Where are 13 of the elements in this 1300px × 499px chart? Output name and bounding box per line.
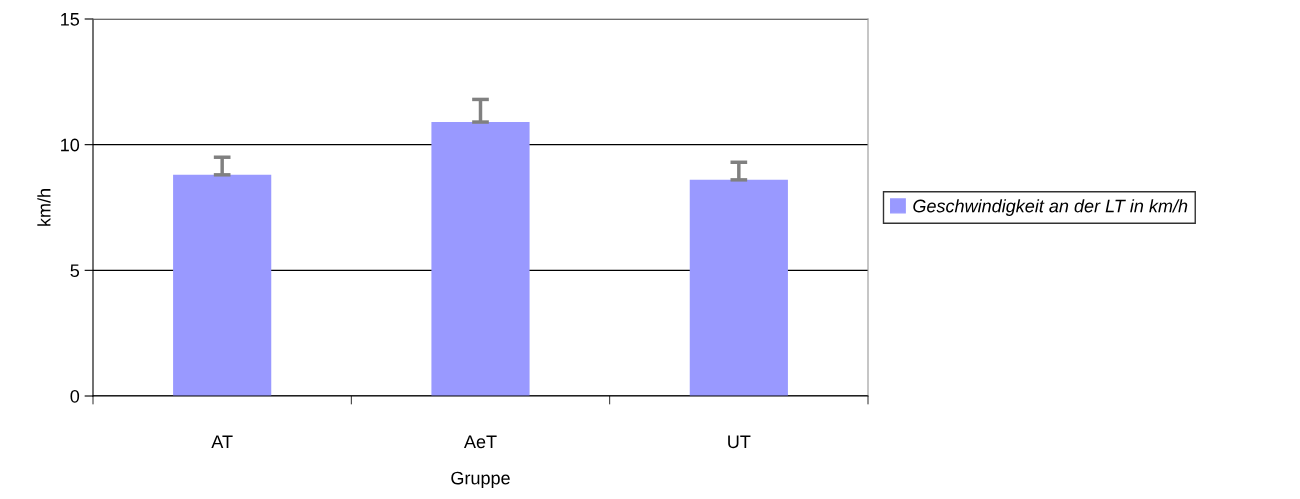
x-tick-label: AeT [463, 435, 497, 449]
x-axis-title: Gruppe [451, 471, 510, 488]
x-tick-label: UT [728, 435, 751, 449]
bar [173, 174, 272, 396]
legend-label: Geschwindigkeit an der LT in km/h [913, 199, 1188, 216]
bar [431, 122, 530, 396]
y-tick-label: 10 [61, 138, 80, 152]
bar [689, 179, 788, 396]
y-tick-label: 0 [70, 389, 80, 403]
y-tick-label: 5 [70, 264, 80, 278]
x-tick-label: AT [211, 435, 233, 448]
y-tick-label: 15 [61, 13, 80, 26]
y-axis-title: km/h [37, 189, 51, 226]
